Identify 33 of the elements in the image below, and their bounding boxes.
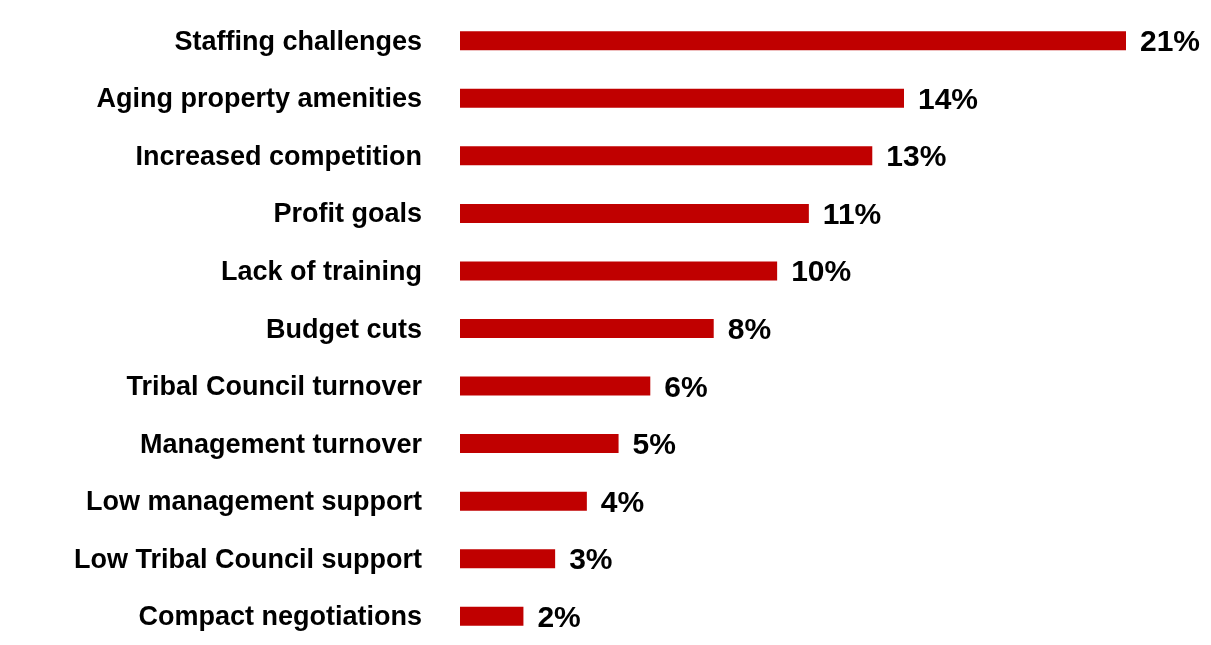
- bar: [460, 146, 873, 166]
- y-tick-label: Low Tribal Council support: [74, 543, 422, 574]
- bar: [460, 203, 809, 223]
- data-label: 2%: [537, 599, 581, 633]
- y-tick-label: Management turnover: [139, 428, 423, 459]
- bar: [460, 434, 619, 454]
- data-label: 8%: [727, 312, 772, 345]
- data-label: 13%: [886, 139, 947, 173]
- data-label: 14%: [918, 81, 979, 115]
- data-label: 4%: [600, 484, 645, 518]
- data-label: 6%: [664, 369, 708, 403]
- y-tick-label: Compact negotiations: [138, 601, 422, 632]
- bar: [460, 31, 1126, 51]
- y-tick-label: Staffing challenges: [174, 25, 422, 56]
- data-label: 21%: [1140, 24, 1201, 58]
- bar: [460, 549, 556, 569]
- y-tick-label: Lack of training: [220, 255, 422, 286]
- bar: [460, 491, 587, 511]
- bar: [460, 606, 524, 626]
- y-tick-label: Budget cuts: [265, 313, 422, 344]
- y-tick-label: Low management support: [85, 486, 422, 517]
- data-label: 5%: [632, 427, 676, 461]
- bar: [460, 261, 778, 281]
- y-tick-label: Profit goals: [273, 198, 422, 229]
- y-tick-label: Tribal Council turnover: [126, 371, 423, 402]
- y-tick-label: Aging property amenities: [96, 83, 422, 114]
- data-label: 11%: [822, 196, 882, 230]
- data-label: 3%: [569, 542, 613, 576]
- data-label: 10%: [791, 254, 852, 288]
- bar: [460, 88, 904, 108]
- y-tick-label: Increased competition: [135, 140, 422, 171]
- bar: [460, 376, 651, 396]
- bar: [460, 319, 714, 338]
